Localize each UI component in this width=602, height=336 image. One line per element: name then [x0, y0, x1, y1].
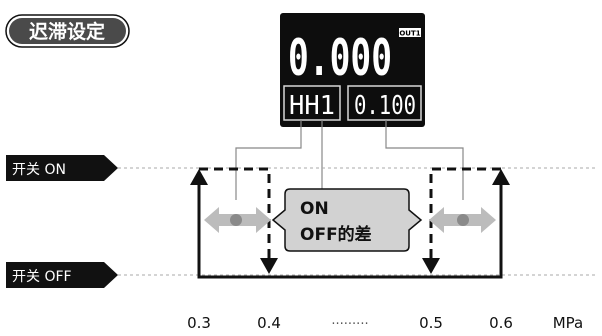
callout-line-2: OFF的差: [300, 224, 372, 245]
off-state-label: 开关 OFF: [6, 262, 118, 288]
tick-label: 0.5: [419, 314, 443, 332]
adjust-arrow-right: [429, 207, 496, 233]
on-state-label: 开关 ON: [6, 155, 118, 181]
axis-ellipsis: ·········: [331, 317, 368, 332]
on-label-text: 开关 ON: [12, 162, 66, 178]
lcd-display: 0.000 OUT1 HH1 0.100: [280, 13, 425, 127]
adjust-arrow-left: [204, 207, 271, 233]
arrow-down-left-icon: [260, 258, 278, 274]
tick-label: 0.3: [187, 314, 211, 332]
arrow-down-right-icon: [422, 258, 440, 274]
axis-unit: MPa: [553, 314, 584, 332]
out1-badge: OUT1: [399, 30, 420, 38]
lcd-main-value: 0.000: [288, 29, 392, 87]
tick-label: 0.6: [489, 314, 513, 332]
title-badge: 迟滞设定: [5, 14, 130, 48]
title-text: 迟滞设定: [29, 20, 105, 43]
callout-line-1: ON: [300, 199, 329, 219]
hysteresis-callout: ON OFF的差: [271, 188, 423, 252]
arrow-up-left-icon: [190, 169, 208, 185]
left-handle-dot: [230, 214, 242, 226]
connector-lines: [235, 120, 464, 200]
lcd-right-param: 0.100: [354, 91, 416, 121]
dashed-paths: [199, 167, 501, 258]
off-label-text: 开关 OFF: [12, 269, 72, 285]
lcd-left-param: HH1: [289, 91, 335, 121]
pressure-axis: 0.3 0.4 ········· 0.5 0.6 MPa: [187, 314, 583, 332]
right-handle-dot: [457, 214, 469, 226]
solid-loop: [190, 169, 510, 279]
tick-label: 0.4: [257, 314, 281, 332]
arrow-up-right-icon: [492, 169, 510, 185]
